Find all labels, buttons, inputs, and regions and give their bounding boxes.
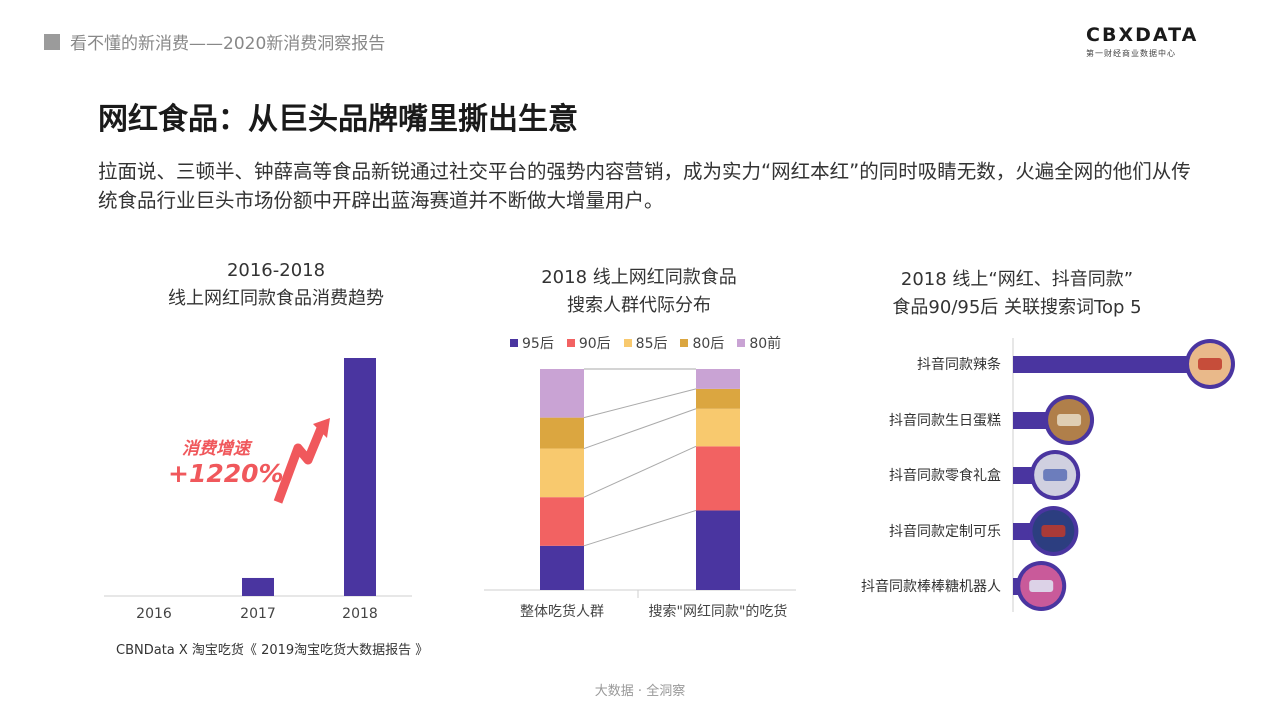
chart3-category-label-3: 抖音同款定制可乐 [889, 523, 1001, 540]
chart2-legend-item-3: 80后 [680, 333, 724, 353]
chart1-bar-2017 [242, 577, 274, 596]
chart3-category-label-2: 抖音同款零食礼盒 [889, 467, 1001, 484]
chart3-bar-0 [1013, 356, 1187, 373]
chart2-bar-1-90后 [696, 446, 740, 511]
chart2-title-line1: 2018 线上网红同款食品 [541, 267, 737, 288]
chart2-legend-swatch-1 [566, 339, 575, 347]
chart2-title: 2018 线上网红同款食品 搜索人群代际分布 [484, 264, 794, 320]
logo-main-left: CB [1086, 24, 1119, 46]
chart3-bar-1 [1013, 412, 1047, 429]
chart3-title-line2: 食品90/95后 关联搜索词Top 5 [892, 297, 1142, 318]
chart2-bar-0-90后 [540, 497, 584, 546]
footer-tagline: 大数据 · 全洞察 [594, 684, 686, 699]
chart2-legend-item-1: 90后 [566, 333, 611, 353]
chart2-bar-0-85后 [540, 448, 584, 498]
chart1-title-line2: 线上网红同款食品消费趋势 [168, 288, 384, 309]
chart3-thumb-product-1 [1057, 414, 1082, 426]
chart2-bar-1-95后 [696, 510, 740, 590]
chart2-legend-label-4: 80前 [749, 336, 782, 352]
chart3-category-label-1: 抖音同款生日蛋糕 [889, 412, 1001, 429]
chart3-category-label-0: 抖音同款辣条 [917, 356, 1001, 373]
chart2-bar-0-80后 [540, 417, 584, 449]
chart1-title-line1: 2016-2018 [226, 260, 326, 281]
cbndata-logo: CBXDATA 第一财经商业数据中心 [1086, 24, 1196, 59]
chart3-bar-3 [1013, 523, 1031, 540]
chart1-growth-arrow [273, 424, 327, 504]
chart1-bar-chart: 2016 2017 2018 消费增速+1220% [104, 358, 412, 622]
chart2-legend: 95后 90后 85后 80后 80前 [510, 333, 781, 353]
intro-paragraph: 拉面说、三顿半、钟薛高等食品新锐通过社交平台的强势内容营销，成为实力“网红本红”… [98, 160, 1191, 212]
chart2-bar-1-80前 [696, 369, 740, 389]
chart2-bar-1-80后 [696, 388, 740, 409]
chart2-legend-label-1: 90后 [578, 336, 611, 352]
chart2-bar-0-80前 [540, 369, 584, 418]
logo-main-x: X [1118, 24, 1136, 46]
chart3-bar-4 [1013, 578, 1019, 595]
chart2-legend-item-4: 80前 [737, 333, 781, 353]
chart1-growth-arrowhead [313, 418, 330, 438]
chart1-title: 2016-2018 线上网红同款食品消费趋势 [126, 257, 426, 313]
chart1-bar-2018 [344, 358, 376, 596]
chart2-legend-label-3: 80后 [692, 336, 725, 352]
chart2-legend-label-2: 85后 [635, 336, 668, 352]
chart2-legend-label-0: 95后 [522, 336, 554, 352]
chart2-legend-swatch-2 [623, 339, 632, 347]
chart2-tick-1: 搜索"网红同款"的吃货 [649, 603, 788, 620]
chart2-bar-0-95后 [540, 545, 584, 590]
logo-subtitle: 第一财经商业数据中心 [1086, 49, 1176, 58]
chart2-connector-0 [583, 509, 697, 547]
logo-main-right: DATA [1135, 24, 1199, 46]
chart3-thumb-product-0 [1198, 358, 1222, 370]
page-title: 网红食品：从巨头品牌嘴里撕出生意 [98, 102, 578, 137]
chart3-thumb-product-2 [1043, 469, 1068, 481]
chart3-category-label-4: 抖音同款棒棒糖机器人 [861, 578, 1001, 595]
chart2-legend-swatch-3 [680, 339, 689, 347]
report-title: 看不懂的新消费——2020新消费洞察报告 [70, 34, 386, 54]
chart3-thumb-product-4 [1029, 580, 1054, 592]
chart3-bar-2 [1013, 467, 1033, 484]
chart1-tick-2016: 2016 [136, 606, 172, 622]
chart2-title-line2: 搜索人群代际分布 [567, 295, 711, 316]
header-square-icon [44, 34, 60, 50]
chart2-connector-2 [583, 408, 697, 450]
logo-main: CBXDATA [1086, 24, 1196, 46]
chart2-legend-swatch-4 [737, 339, 746, 347]
chart2-connector-1 [583, 445, 697, 498]
chart1-tick-2017: 2017 [240, 606, 276, 622]
chart3-title: 2018 线上“网红、抖音同款” 食品90/95后 关联搜索词Top 5 [862, 266, 1172, 322]
source-note: CBNData X 淘宝吃货《 2019淘宝吃货大数据报告 》 [116, 643, 429, 658]
chart1-annotation-label: 消费增速 [182, 439, 253, 459]
chart3-title-line1: 2018 线上“网红、抖音同款” [900, 269, 1134, 290]
chart1-tick-2018: 2018 [342, 606, 378, 622]
chart2-legend-swatch-0 [510, 339, 518, 347]
chart1-annotation-value: +1220% [168, 459, 284, 488]
chart2-stacked-bar-chart: 整体吃货人群 搜索"网红同款"的吃货 [484, 368, 796, 620]
chart2-connector-3 [583, 388, 697, 419]
chart2-bar-1-85后 [696, 408, 740, 447]
chart2-legend-item-0: 95后 [510, 333, 554, 353]
chart2-legend-item-2: 85后 [623, 333, 668, 353]
chart3-thumb-product-3 [1041, 525, 1066, 537]
chart2-tick-0: 整体吃货人群 [520, 603, 604, 620]
